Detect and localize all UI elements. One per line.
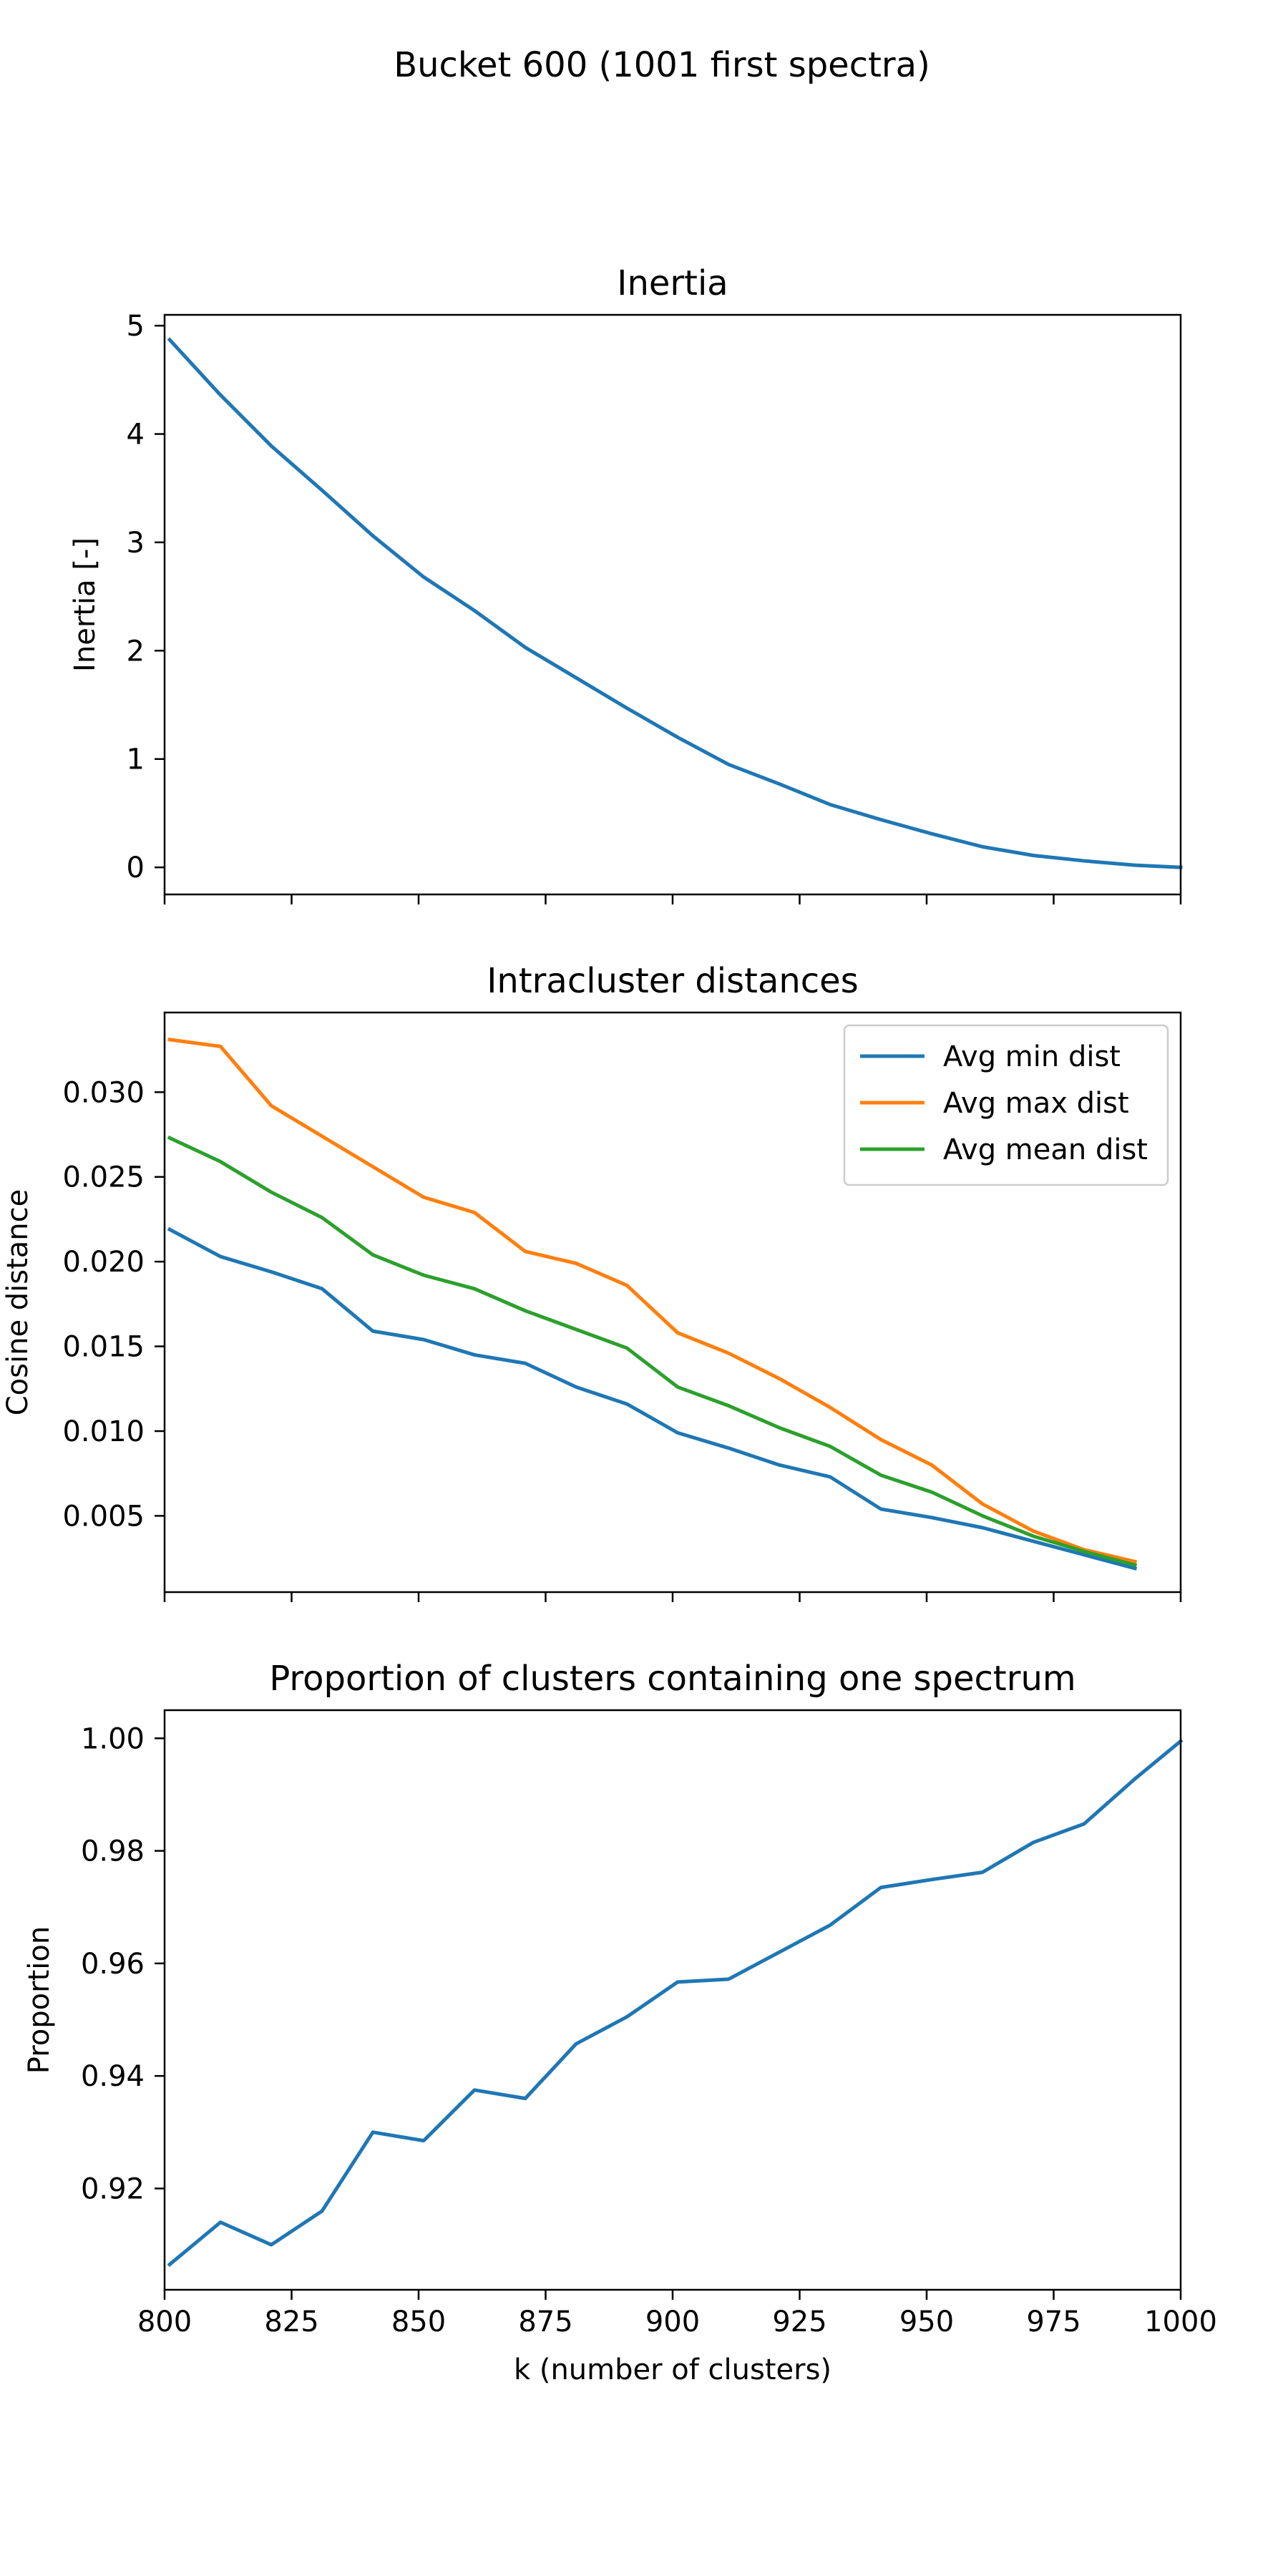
x-tick-label: 875 xyxy=(518,2306,572,2338)
y-tick-label: 0.025 xyxy=(62,1161,145,1194)
legend-label: Avg min dist xyxy=(943,1040,1121,1073)
chart-panel-3: Proportion of clusters containing one sp… xyxy=(23,1659,1217,2386)
x-tick-label: 950 xyxy=(899,2306,954,2338)
chart-title: Intracluster distances xyxy=(487,961,858,1001)
series-line-1 xyxy=(167,1226,1138,1571)
y-axis-label: Inertia [-] xyxy=(69,537,102,672)
y-tick-label: 0.020 xyxy=(62,1246,145,1279)
y-tick-label: 0.010 xyxy=(62,1415,145,1448)
y-tick-label: 0.015 xyxy=(62,1331,145,1364)
chart-panel-1: Inertia 0 1 2 3 4 5 Inertia [-] xyxy=(69,263,1183,904)
y-tick-label: 0.96 xyxy=(81,1948,145,1981)
y-tick-label: 0.005 xyxy=(62,1500,145,1533)
series-line-3 xyxy=(167,1135,1138,1568)
y-tick-label: 5 xyxy=(127,310,145,343)
series-line-1 xyxy=(167,337,1183,869)
x-tick-label: 975 xyxy=(1026,2306,1080,2338)
y-axis-label: Proportion xyxy=(23,1926,56,2074)
legend-label: Avg mean dist xyxy=(943,1133,1148,1166)
y-axis-label: Cosine distance xyxy=(1,1189,34,1416)
y-tick-label: 0.030 xyxy=(62,1076,145,1109)
x-tick-label: 900 xyxy=(645,2306,700,2338)
legend: Avg min dist Avg max dist Avg mean dist xyxy=(843,1024,1169,1186)
x-axis-label: k (number of clusters) xyxy=(514,2353,831,2386)
series-line-2 xyxy=(167,1038,1138,1564)
y-tick-label: 1 xyxy=(127,743,145,776)
y-tick-label: 3 xyxy=(127,527,145,560)
chart-panel-2: Intracluster distances 0.005 0.010 0.015 0.0… xyxy=(1,961,1182,1602)
chart-title: Inertia xyxy=(617,263,728,303)
legend-label: Avg max dist xyxy=(943,1087,1129,1120)
y-tick-label: 0.92 xyxy=(81,2172,145,2205)
chart-title: Proportion of clusters containing one sp… xyxy=(269,1659,1075,1699)
chart-panels: Inertia 0 1 2 3 4 5 Inertia [-] Intracluster dis… xyxy=(1,263,1217,2386)
x-tick-label: 800 xyxy=(137,2306,192,2338)
y-tick-label: 0.94 xyxy=(81,2060,145,2093)
y-tick-label: 0 xyxy=(127,852,145,884)
series-line-1 xyxy=(167,1738,1184,2268)
x-tick-label: 1000 xyxy=(1144,2306,1217,2338)
figure-suptitle: Bucket 600 (1001 first spectra) xyxy=(394,45,930,85)
y-tick-label: 1.00 xyxy=(81,1722,145,1755)
y-tick-label: 0.98 xyxy=(81,1835,145,1868)
y-tick-label: 4 xyxy=(127,419,145,452)
x-tick-label: 825 xyxy=(264,2306,318,2338)
y-tick-label: 2 xyxy=(127,635,145,668)
x-tick-label: 925 xyxy=(772,2306,826,2338)
legend-frame xyxy=(843,1024,1169,1186)
x-tick-label: 850 xyxy=(391,2306,446,2338)
